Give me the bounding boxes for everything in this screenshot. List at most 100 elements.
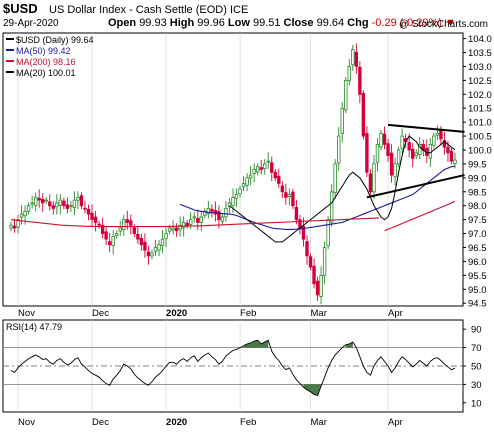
candle-body: [308, 256, 313, 268]
candle-body: [41, 198, 45, 204]
candle-body: [185, 222, 189, 226]
quote-line: Open 99.93 High 99.96 Low 99.51 Close 99…: [108, 17, 456, 29]
legend-swatch: [6, 71, 14, 73]
candle-body: [379, 132, 383, 148]
candle-body: [100, 224, 105, 234]
quote-date: 29-Apr-2020: [3, 18, 59, 29]
ma-line: [179, 165, 456, 230]
candle-body: [90, 212, 94, 221]
candle-body: [181, 222, 186, 229]
candle-body: [171, 227, 175, 231]
close-label: Close: [283, 17, 314, 29]
price-y-tick-label: 104.0: [468, 34, 492, 45]
stockcharts-watermark: @ StockCharts.com: [398, 19, 488, 30]
candle-body: [442, 140, 447, 148]
candle-body: [340, 107, 344, 134]
candle-body: [400, 135, 404, 149]
price-y-tick-label: 99.0: [468, 173, 487, 184]
candle-body: [83, 207, 87, 210]
ma-line: [384, 200, 456, 232]
low-value: 99.51: [252, 17, 281, 29]
rsi-y-tick-label: 70: [471, 343, 482, 354]
legend-swatch: [6, 38, 14, 40]
candle-body: [51, 205, 55, 209]
candle-body: [44, 199, 48, 202]
rsi-panel-frame: [2, 319, 464, 413]
ma-line: [229, 135, 456, 243]
price-x-label: Mar: [311, 308, 327, 319]
candle-body: [136, 234, 140, 240]
candle-body: [86, 208, 91, 215]
candle-body: [284, 192, 288, 198]
price-x-label: Dec: [92, 308, 109, 319]
candle-body: [382, 133, 387, 145]
candle-body: [393, 163, 397, 178]
candle-body: [273, 171, 277, 179]
price-y-tick-label: 95.0: [468, 285, 487, 296]
candle-body: [157, 244, 161, 251]
price-y-tick-label: 96.0: [468, 257, 487, 268]
candle-body: [333, 163, 337, 194]
rsi-extreme-fill: [243, 340, 269, 348]
price-y-tick-label: 101.0: [468, 118, 492, 129]
price-y-tick-label: 98.5: [468, 187, 487, 198]
candle-body: [386, 143, 390, 156]
candle-body: [167, 227, 172, 232]
candle-body: [33, 196, 38, 206]
price-x-label: Feb: [240, 308, 256, 319]
candle-body: [12, 225, 17, 229]
legend-entry: $USD (Daily) 99.64: [16, 35, 94, 45]
candle-body: [220, 216, 225, 222]
candle-body: [206, 208, 211, 215]
chg-value: -0.29 (-0.29%): [371, 17, 442, 29]
legend-entry: MA(20) 100.01: [16, 68, 76, 78]
candle-body: [118, 227, 122, 232]
candle-body: [16, 219, 20, 228]
candle-body: [347, 66, 351, 81]
candle-body: [160, 238, 165, 246]
triangle-trendline: [366, 174, 465, 199]
price-y-tick-label: 102.5: [468, 76, 492, 87]
candle-body: [37, 197, 41, 201]
price-x-label: 2020: [166, 308, 187, 319]
price-x-label: Apr: [388, 308, 403, 319]
rsi-x-label: Dec: [92, 417, 109, 428]
candle-body: [319, 274, 323, 297]
high-value: 99.96: [197, 17, 225, 29]
price-y-tick-label: 100.0: [468, 146, 492, 157]
price-y-tick-label: 99.5: [468, 159, 487, 170]
rsi-y-tick-label: 10: [471, 398, 482, 409]
candle-body: [241, 183, 246, 187]
candle-body: [217, 211, 221, 221]
candle-body: [312, 265, 316, 285]
candle-body: [164, 233, 168, 239]
candle-body: [111, 235, 115, 246]
legend-swatch: [6, 49, 14, 51]
candle-body: [97, 223, 101, 226]
candle-body: [30, 202, 34, 205]
close-value: 99.64: [316, 17, 345, 29]
candle-body: [178, 224, 182, 230]
high-label: High: [169, 17, 195, 29]
candle-body: [213, 210, 218, 215]
candle-body: [192, 216, 196, 219]
candle-body: [48, 201, 52, 207]
candle-body: [354, 51, 359, 67]
candle-body: [143, 241, 147, 251]
price-y-tick-label: 103.0: [468, 62, 492, 73]
candle-body: [234, 194, 239, 199]
candle-body: [287, 194, 292, 197]
candle-body: [122, 219, 126, 231]
candle-body: [326, 219, 330, 247]
candle-body: [329, 191, 334, 223]
chg-label: Chg: [347, 17, 369, 29]
rsi-x-label: Feb: [240, 417, 256, 428]
rsi-x-label: Mar: [311, 417, 327, 428]
open-value: 99.93: [139, 17, 167, 29]
rsi-line: [10, 339, 456, 396]
price-y-tick-label: 100.5: [468, 132, 492, 143]
candle-body: [428, 144, 433, 159]
candle-body: [365, 133, 369, 173]
candle-body: [453, 159, 457, 165]
